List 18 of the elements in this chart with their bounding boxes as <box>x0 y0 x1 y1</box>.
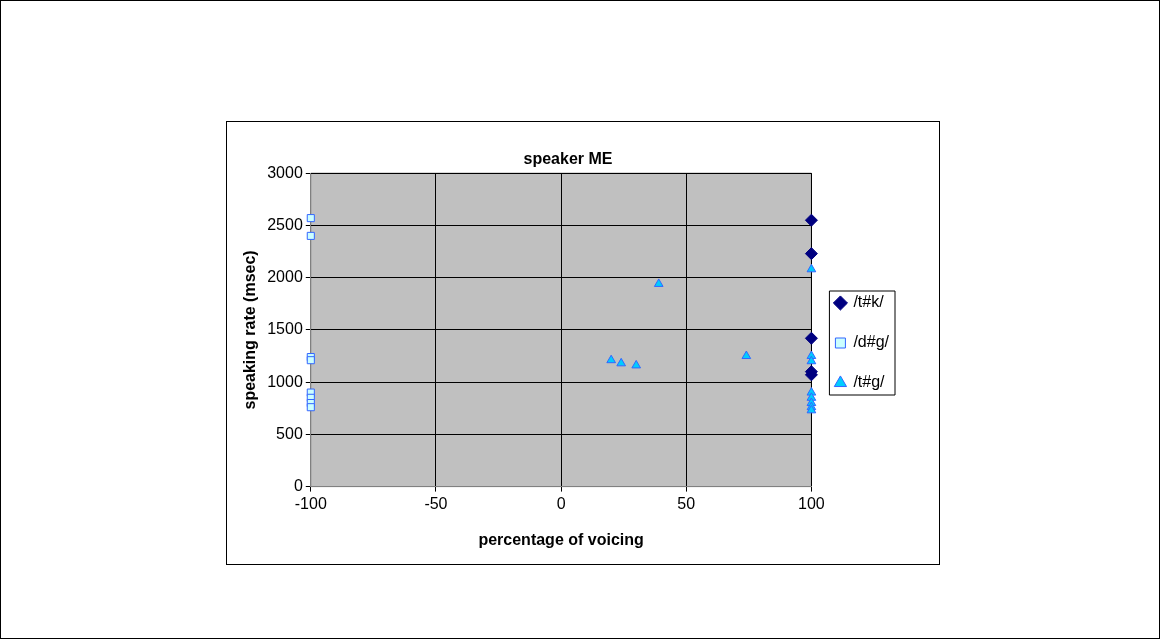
x-tick-label: 50 <box>677 494 696 512</box>
y-axis-title: speaking rate (msec) <box>241 250 259 410</box>
legend-label: /t#g/ <box>853 373 886 391</box>
y-tick-label: 2500 <box>267 215 303 233</box>
x-axis-title: percentage of voicing <box>478 530 644 548</box>
x-tick-label: -100 <box>294 494 327 512</box>
y-tick-label: 1000 <box>267 372 303 390</box>
chart-title: speaker ME <box>523 150 613 168</box>
y-tick-label: 500 <box>276 424 303 442</box>
x-tick-label: 100 <box>798 494 825 512</box>
legend-label: /d#g/ <box>853 333 890 351</box>
legend-label: /t#k/ <box>853 293 885 311</box>
y-tick-label: 3000 <box>267 163 303 181</box>
y-tick-label: 2000 <box>267 268 303 286</box>
y-tick-label: 0 <box>293 477 303 495</box>
y-tick-label: 1500 <box>267 320 303 338</box>
x-tick-label: 0 <box>556 494 566 512</box>
x-tick-label: -50 <box>424 494 448 512</box>
